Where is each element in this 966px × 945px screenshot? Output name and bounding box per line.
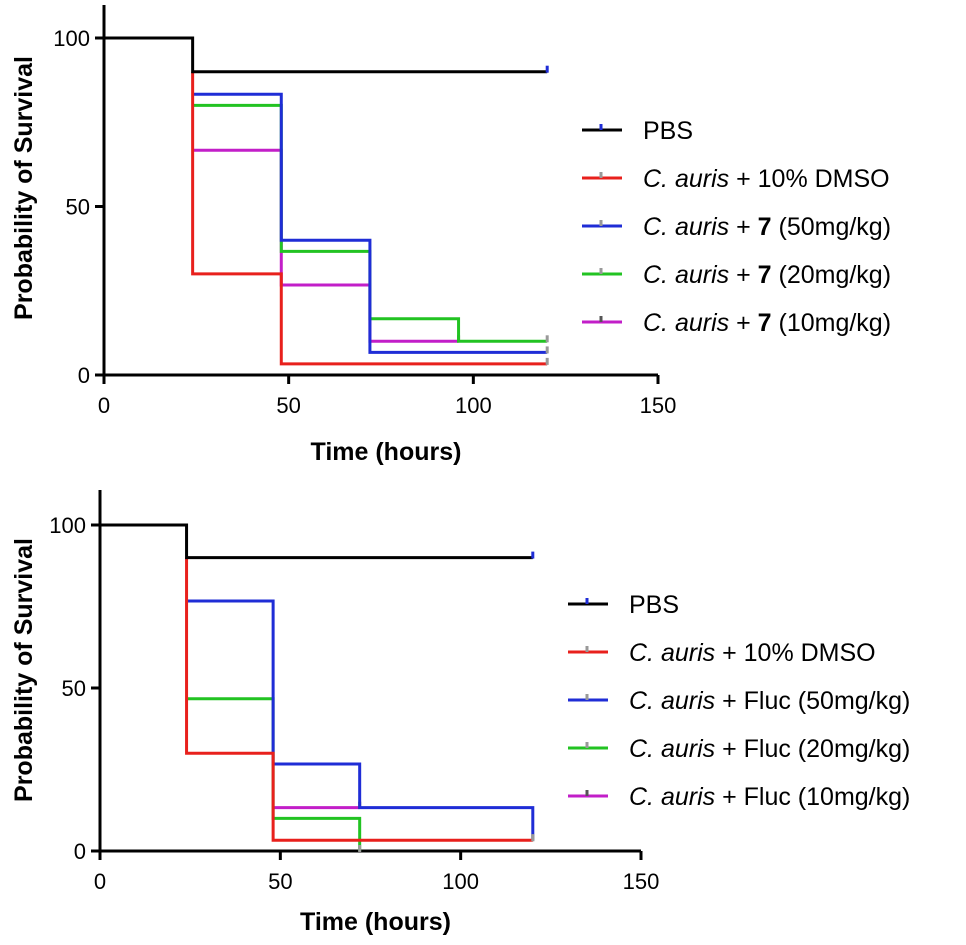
legend-label-part: C. auris: [643, 261, 729, 289]
legend-label-part: (10mg/kg): [772, 309, 891, 337]
legend-label-part: C. auris: [629, 735, 715, 763]
series-line-2: [185, 557, 533, 842]
legend-item-1: PBS: [568, 591, 679, 619]
series-line-1: [104, 36, 548, 74]
legend-label-part: C. auris: [629, 687, 715, 715]
legend-label-part: +: [729, 309, 758, 337]
legend-item-5: C. auris + Fluc (10mg/kg): [568, 783, 910, 811]
chart-panel-2: 0 50 100 150 0 50 100 Time (hours) Probability o…: [10, 490, 910, 936]
legend-item-4: C. auris + 7 (20mg/kg): [582, 261, 891, 289]
legend-label-part: 7: [758, 309, 772, 337]
legend-label-part: PBS: [629, 591, 679, 619]
legend-label: C. auris + 7 (10mg/kg): [643, 309, 891, 337]
y-tick-label: 0: [78, 363, 90, 388]
legend-label-part: 7: [758, 213, 772, 241]
legend-item-3: C. auris + Fluc (50mg/kg): [568, 687, 910, 715]
x-tick-label: 150: [640, 393, 677, 418]
legend-label-part: C. auris: [629, 783, 715, 811]
series-line-5: [192, 148, 459, 343]
legend-label: C. auris + Fluc (10mg/kg): [629, 783, 910, 811]
legend-label-part: + Fluc (20mg/kg): [715, 735, 910, 763]
legend-label-part: +: [729, 261, 758, 289]
x-tick-label: 50: [268, 869, 292, 894]
legend-label-part: C. auris: [629, 639, 715, 667]
legend-label-part: +: [729, 213, 758, 241]
legend-label-part: C. auris: [643, 309, 729, 337]
y-tick-label: 50: [62, 676, 86, 701]
series-line-3: [186, 599, 535, 841]
legend-label-part: + 10% DMSO: [715, 639, 875, 667]
legend-label: PBS: [629, 591, 679, 619]
legend-label: C. auris + Fluc (20mg/kg): [629, 735, 910, 763]
legend-item-1: PBS: [582, 117, 693, 145]
x-axis-title: Time (hours): [300, 908, 451, 936]
legend-label: C. auris + 7 (20mg/kg): [643, 261, 891, 289]
series-line-2: [191, 71, 548, 366]
legend-item-5: C. auris + 7 (10mg/kg): [582, 309, 891, 337]
x-tick-label: 100: [442, 869, 479, 894]
series-line-3: [192, 92, 548, 354]
legend-item-2: C. auris + 10% DMSO: [582, 165, 890, 193]
x-tick-label: 150: [623, 869, 660, 894]
legend-item-2: C. auris + 10% DMSO: [568, 639, 876, 667]
legend-label-part: + 10% DMSO: [729, 165, 889, 193]
legend-label-part: C. auris: [643, 213, 729, 241]
x-tick-label: 50: [276, 393, 300, 418]
legend-label: C. auris + 7 (50mg/kg): [643, 213, 891, 241]
x-tick-label: 0: [94, 869, 106, 894]
legend-label: C. auris + Fluc (50mg/kg): [629, 687, 910, 715]
legend-label: C. auris + 10% DMSO: [643, 165, 890, 193]
y-axis-title: Probability of Survival: [10, 56, 38, 320]
legend-label-part: + Fluc (10mg/kg): [715, 783, 910, 811]
legend-label-part: 7: [758, 261, 772, 289]
y-tick-label: 0: [74, 839, 86, 864]
legend-label-part: C. auris: [643, 165, 729, 193]
y-axis-title: Probability of Survival: [10, 538, 38, 802]
legend-label: C. auris + 10% DMSO: [629, 639, 876, 667]
legend-label-part: (50mg/kg): [772, 213, 891, 241]
legend-label-part: PBS: [643, 117, 693, 145]
y-tick-label: 50: [66, 195, 90, 220]
y-tick-label: 100: [53, 26, 90, 51]
legend-label: PBS: [643, 117, 693, 145]
y-tick-label: 100: [49, 513, 86, 538]
legend-item-3: C. auris + 7 (50mg/kg): [582, 213, 891, 241]
series-line-1: [100, 523, 533, 560]
legend-label-part: + Fluc (50mg/kg): [715, 687, 910, 715]
chart-panel-1: 0 50 100 150 0 50 100 Time (hours) Probability o…: [10, 5, 891, 466]
x-tick-label: 100: [455, 393, 492, 418]
legend-label-part: (20mg/kg): [772, 261, 891, 289]
x-tick-label: 0: [98, 393, 110, 418]
legend-item-4: C. auris + Fluc (20mg/kg): [568, 735, 910, 763]
x-axis-title: Time (hours): [311, 438, 462, 466]
